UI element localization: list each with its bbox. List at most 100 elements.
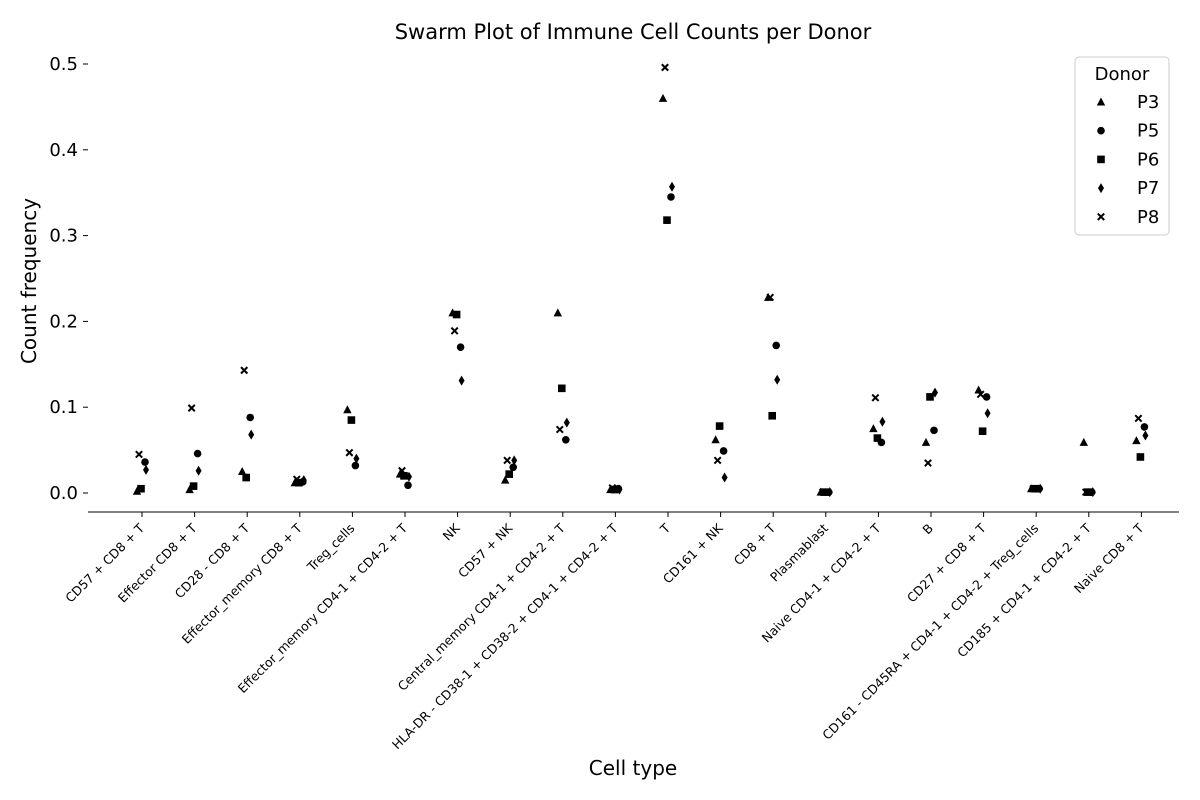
- data-point-p8: [135, 450, 143, 459]
- y-tick-label: 0.5: [49, 54, 78, 75]
- data-point-p7: [932, 387, 938, 398]
- legend-label-p7: P7: [1137, 178, 1159, 199]
- data-point-p6: [452, 310, 461, 319]
- x-tick-label: CD8 + T: [731, 520, 779, 568]
- legend-marker-p8: [1097, 212, 1105, 221]
- data-point-p6: [137, 484, 145, 493]
- data-point-p7: [563, 417, 570, 428]
- data-point-p8: [766, 293, 775, 302]
- chart-title: Swarm Plot of Immune Cell Counts per Don…: [395, 20, 872, 44]
- data-point-p8: [924, 459, 932, 467]
- data-point-p5: [930, 426, 938, 435]
- x-tick-label: Treg_cells: [303, 521, 357, 575]
- data-point-p8: [345, 448, 354, 457]
- data-point-p8: [292, 475, 301, 484]
- data-point-p6: [1031, 484, 1039, 493]
- data-point-p5: [141, 458, 149, 466]
- data-point-p7: [458, 375, 465, 386]
- data-point-p7: [826, 487, 833, 498]
- data-point-p3: [1132, 436, 1141, 445]
- data-point-p8: [398, 466, 406, 475]
- data-point-p3: [132, 486, 142, 495]
- legend-marker-p7: [1098, 183, 1104, 194]
- data-point-p6: [295, 478, 303, 487]
- data-point-p6: [558, 384, 566, 393]
- data-point-p7: [511, 455, 518, 466]
- data-point-p5: [562, 436, 570, 444]
- data-point-p3: [553, 308, 562, 317]
- data-points: [132, 63, 1149, 498]
- data-point-p5: [719, 447, 728, 455]
- legend-title: Donor: [1095, 64, 1150, 85]
- y-tick-label: 0.2: [49, 311, 78, 332]
- data-point-p7: [669, 181, 675, 192]
- data-point-p7: [195, 465, 202, 476]
- x-tick-label: B: [919, 521, 936, 538]
- y-axis: 0.0 0.1 0.2 0.3 0.4 0.5: [49, 54, 88, 504]
- data-point-p6: [1084, 488, 1092, 496]
- data-point-p6: [1136, 453, 1145, 461]
- data-point-p8: [1081, 488, 1090, 497]
- data-point-p5: [193, 449, 202, 458]
- data-point-p7: [1037, 483, 1044, 494]
- data-point-p6: [821, 488, 829, 496]
- data-point-p6: [978, 427, 987, 436]
- data-point-p8: [661, 63, 669, 72]
- data-point-p7: [143, 464, 149, 475]
- data-point-p7: [774, 374, 781, 385]
- data-point-p3: [974, 385, 983, 394]
- data-point-p5: [404, 481, 412, 490]
- data-point-p8: [608, 483, 617, 492]
- legend-frame: [1074, 56, 1170, 236]
- data-point-p8: [818, 488, 827, 497]
- data-point-p8: [976, 390, 985, 399]
- data-point-p5: [667, 193, 675, 201]
- data-point-p3: [869, 424, 878, 433]
- data-point-p7: [721, 472, 728, 483]
- x-tick-label: T: [656, 520, 673, 537]
- data-point-p7: [406, 471, 412, 482]
- data-point-p3: [658, 93, 668, 102]
- data-point-p8: [1029, 484, 1038, 493]
- data-point-p8: [503, 456, 512, 465]
- data-point-p8: [555, 425, 564, 434]
- data-point-p7: [984, 408, 991, 419]
- y-tick-label: 0.4: [49, 140, 78, 161]
- data-point-p7: [879, 416, 886, 427]
- data-point-p5: [772, 341, 780, 350]
- x-tick-label: HLA-DR - CD38-1 + CD38-2 + CD4-1 + CD4-2…: [389, 520, 621, 752]
- legend-label-p5: P5: [1137, 121, 1159, 142]
- data-point-p3: [238, 467, 247, 476]
- data-point-p3: [343, 405, 352, 414]
- data-point-p5: [509, 463, 517, 472]
- data-point-p7: [353, 453, 360, 464]
- data-point-p5: [246, 413, 254, 422]
- data-point-p7: [248, 429, 255, 440]
- data-point-p8: [187, 404, 196, 412]
- data-point-p3: [1079, 437, 1088, 446]
- y-tick-label: 0.0: [49, 483, 78, 504]
- data-point-p6: [926, 393, 934, 401]
- data-point-p6: [663, 216, 671, 224]
- legend-marker-p5: [1097, 126, 1105, 135]
- legend-marker-p6: [1097, 155, 1105, 164]
- data-point-p6: [189, 482, 198, 490]
- data-point-p6: [768, 411, 776, 420]
- data-point-p5: [982, 393, 991, 401]
- legend-label-p3: P3: [1137, 92, 1159, 113]
- data-point-p5: [351, 461, 360, 470]
- data-point-p7: [616, 484, 623, 495]
- data-point-p5: [1140, 423, 1149, 431]
- x-tick-label: NK: [440, 520, 464, 544]
- legend: Donor P3 P5 P6 P7 P8: [1074, 56, 1170, 236]
- data-point-p3: [711, 435, 720, 444]
- data-point-p6: [347, 416, 356, 424]
- data-point-p3: [501, 475, 510, 484]
- data-point-p8: [871, 393, 880, 402]
- data-point-p7: [300, 475, 307, 486]
- data-point-p6: [242, 473, 250, 482]
- data-point-p7: [1142, 430, 1149, 441]
- data-point-p8: [240, 366, 249, 375]
